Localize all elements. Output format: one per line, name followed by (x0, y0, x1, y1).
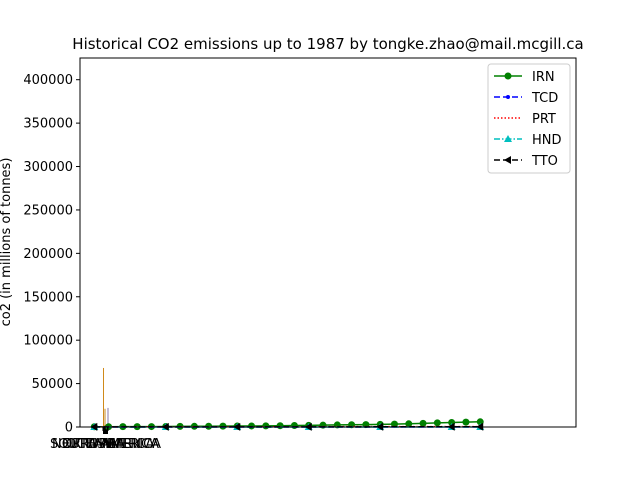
y-tick-label: 350000 (23, 117, 73, 132)
y-tick-label: 300000 (23, 160, 73, 175)
data-point (433, 419, 441, 427)
legend-box (487, 63, 571, 174)
y-tick-label: 0 (65, 421, 73, 436)
bar (103, 367, 104, 427)
y-tick-label: 50000 (32, 377, 73, 392)
y-tick-label: 150000 (23, 290, 73, 305)
legend-label: PRT (532, 112, 556, 127)
x-tick-label: ASIA (88, 437, 118, 452)
y-tick-label: 100000 (23, 334, 73, 349)
x-tick-label: EUROPE (62, 437, 115, 452)
y-tick-label: 400000 (23, 73, 73, 88)
data-point (504, 156, 511, 164)
y-tick-label: 250000 (23, 203, 73, 218)
data-point (419, 419, 427, 427)
data-point (405, 420, 413, 428)
y-axis: 0 50000 100000 150000 200000 250000 300000 3500… (23, 73, 80, 436)
y-tick-label: 200000 (23, 247, 73, 262)
x-tick-label: AFRICA (107, 437, 154, 452)
data-point (504, 135, 512, 142)
data-point (290, 422, 298, 430)
bar (104, 408, 106, 427)
data-point (248, 422, 256, 430)
data-point (504, 72, 512, 80)
x-tick-label: NORTH AMERICA (52, 437, 161, 452)
y-axis-label: co2 (in millions of tonnes) (0, 158, 14, 327)
data-point (262, 422, 270, 430)
legend-label: HND (532, 133, 562, 148)
x-tick-label: OCEANIA (66, 437, 125, 452)
data-point (390, 420, 398, 428)
data-point (506, 95, 510, 99)
legend-label: IRN (532, 70, 555, 85)
data-point (462, 418, 470, 426)
x-tick-label: SOUTH AMERICA (50, 437, 159, 452)
chart-title: Historical CO2 emissions up to 1987 by t… (72, 35, 583, 53)
legend: IRN TCD PRT HND TTO (487, 63, 571, 174)
data-point (276, 422, 284, 430)
bar (107, 407, 109, 427)
legend-label: TCD (531, 91, 558, 106)
data-point (205, 422, 213, 430)
legend-label: TTO (531, 154, 558, 169)
plot-frame (79, 57, 577, 428)
